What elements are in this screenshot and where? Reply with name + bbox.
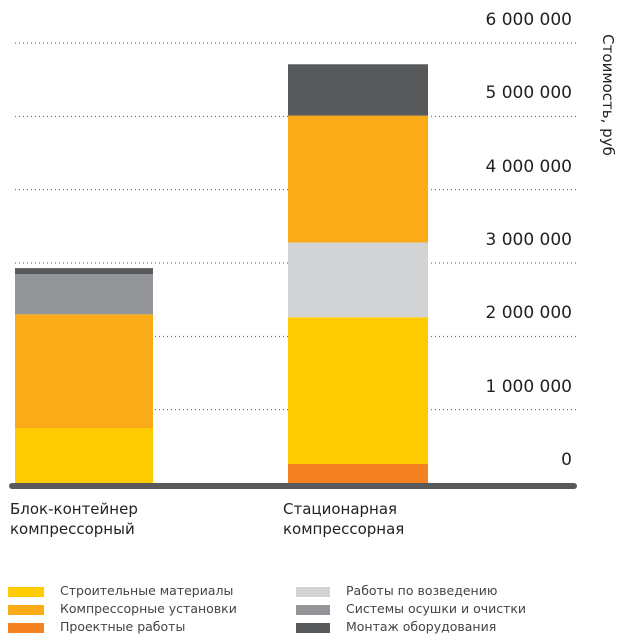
y-tick-label: 3 000 000 [485,230,572,250]
legend-label: Проектные работы [60,619,186,634]
bar-segment [288,242,428,318]
legend-label: Строительные материалы [60,583,234,598]
legend-label: Компрессорные установки [60,601,237,616]
bar-segment [288,64,428,116]
bar-segment [288,115,428,243]
legend-swatch [8,587,44,597]
bar-segment [15,314,153,428]
bar-segment [15,428,153,483]
y-tick-label: 5 000 000 [485,83,572,104]
legend-label: Работы по возведению [346,583,498,598]
legend-label: Системы осушки и очистки [346,601,527,616]
y-tick-label: 4 000 000 [485,156,572,177]
bar-segment [15,274,153,315]
y-tick-label: 0 [561,450,572,470]
legend-swatch [8,623,44,633]
legend-swatch [296,605,330,615]
x-tick-label: Стационарная компрессорная [283,500,405,538]
y-axis-label: Стоимость, руб [599,34,617,156]
bar-segment [288,463,428,483]
legend-label: Монтаж оборудования [346,619,497,634]
y-tick-label: 6 000 000 [485,10,572,30]
legend-swatch [8,605,44,615]
y-tick-label: 2 000 000 [485,303,572,324]
legend-swatch [296,587,330,597]
x-tick-label: Блок-контейнер компрессорный [10,500,138,538]
bar-segment [288,317,428,464]
y-tick-label: 1 000 000 [485,376,572,397]
legend-swatch [296,623,330,633]
bar-segment [15,268,153,274]
